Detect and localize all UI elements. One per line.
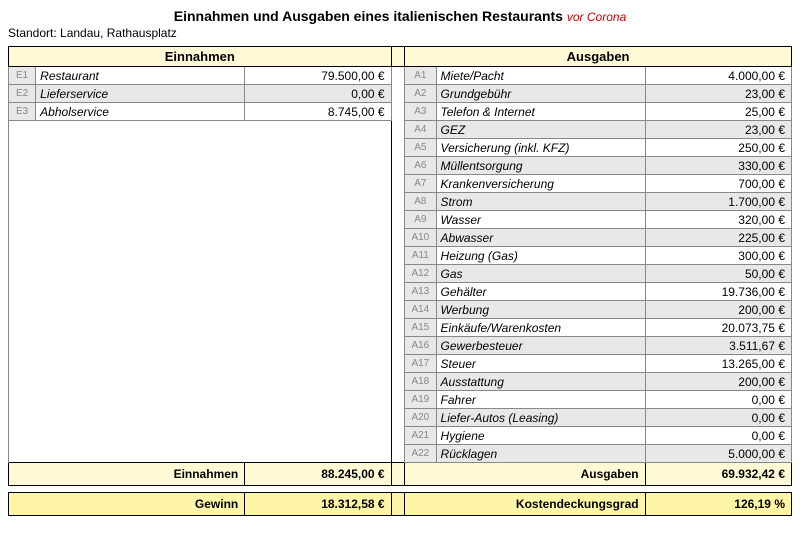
ausgaben-label: Rücklagen [436,445,645,463]
ausgaben-value: 330,00 € [645,157,791,175]
einnahmen-code: E2 [9,85,36,103]
ausgaben-code: A19 [405,391,436,409]
ausgaben-code: A17 [405,355,436,373]
title-main: Einnahmen und Ausgaben eines italienisch… [174,8,563,24]
ausgaben-code: A7 [405,175,436,193]
ausgaben-code: A5 [405,139,436,157]
einnahmen-total-label: Einnahmen [9,463,245,486]
einnahmen-label: Abholservice [36,103,245,121]
einnahmen-value: 0,00 € [245,85,391,103]
ausgaben-code: A13 [405,283,436,301]
ausgaben-code: A1 [405,67,436,85]
ausgaben-label: Gehälter [436,283,645,301]
ausgaben-label: Wasser [436,211,645,229]
einnahmen-header: Einnahmen [9,47,392,67]
ausgaben-label: Grundgebühr [436,85,645,103]
ausgaben-value: 200,00 € [645,373,791,391]
ausgaben-code: A9 [405,211,436,229]
ausgaben-value: 23,00 € [645,85,791,103]
ausgaben-code: A12 [405,265,436,283]
ausgaben-code: A21 [405,427,436,445]
ausgaben-value: 0,00 € [645,391,791,409]
ausgaben-label: Ausstattung [436,373,645,391]
ausgaben-value: 19.736,00 € [645,283,791,301]
title-note: vor Corona [567,10,626,24]
ausgaben-label: Strom [436,193,645,211]
ausgaben-code: A18 [405,373,436,391]
ausgaben-label: Gas [436,265,645,283]
einnahmen-code: E3 [9,103,36,121]
ausgaben-label: Liefer-Autos (Leasing) [436,409,645,427]
ausgaben-value: 0,00 € [645,409,791,427]
ausgaben-label: Fahrer [436,391,645,409]
einnahmen-total-value: 88.245,00 € [245,463,391,486]
kdg-label: Kostendeckungsgrad [405,493,645,516]
location-text: Standort: Landau, Rathausplatz [8,26,792,40]
ausgaben-value: 3.511,67 € [645,337,791,355]
ausgaben-label: Heizung (Gas) [436,247,645,265]
ausgaben-value: 320,00 € [645,211,791,229]
einnahmen-code: E1 [9,67,36,85]
ausgaben-label: Hygiene [436,427,645,445]
ausgaben-code: A14 [405,301,436,319]
einnahmen-value: 8.745,00 € [245,103,391,121]
ausgaben-label: Gewerbesteuer [436,337,645,355]
result-table: Gewinn 18.312,58 € Kostendeckungsgrad 12… [8,492,792,516]
ausgaben-code: A15 [405,319,436,337]
ausgaben-value: 5.000,00 € [645,445,791,463]
ausgaben-label: Abwasser [436,229,645,247]
ausgaben-label: Müllentsorgung [436,157,645,175]
ausgaben-value: 4.000,00 € [645,67,791,85]
ausgaben-value: 0,00 € [645,427,791,445]
ausgaben-value: 700,00 € [645,175,791,193]
ausgaben-label: GEZ [436,121,645,139]
ausgaben-code: A20 [405,409,436,427]
kdg-value: 126,19 % [645,493,791,516]
ausgaben-value: 250,00 € [645,139,791,157]
ausgaben-value: 200,00 € [645,301,791,319]
ausgaben-value: 300,00 € [645,247,791,265]
ausgaben-code: A3 [405,103,436,121]
einnahmen-label: Restaurant [36,67,245,85]
ausgaben-total-label: Ausgaben [405,463,645,486]
gewinn-label: Gewinn [9,493,245,516]
einnahmen-label: Lieferservice [36,85,245,103]
ausgaben-value: 225,00 € [645,229,791,247]
ausgaben-label: Einkäufe/Warenkosten [436,319,645,337]
ausgaben-value: 25,00 € [645,103,791,121]
ausgaben-value: 20.073,75 € [645,319,791,337]
ausgaben-code: A6 [405,157,436,175]
ausgaben-code: A11 [405,247,436,265]
finance-table: Einnahmen Ausgaben E1Restaurant79.500,00… [8,46,792,486]
einnahmen-value: 79.500,00 € [245,67,391,85]
ausgaben-label: Miete/Pacht [436,67,645,85]
ausgaben-value: 1.700,00 € [645,193,791,211]
ausgaben-code: A16 [405,337,436,355]
ausgaben-label: Versicherung (inkl. KFZ) [436,139,645,157]
ausgaben-value: 23,00 € [645,121,791,139]
ausgaben-code: A4 [405,121,436,139]
ausgaben-value: 50,00 € [645,265,791,283]
ausgaben-code: A8 [405,193,436,211]
page-title: Einnahmen und Ausgaben eines italienisch… [8,8,792,24]
ausgaben-label: Krankenversicherung [436,175,645,193]
ausgaben-label: Steuer [436,355,645,373]
ausgaben-code: A22 [405,445,436,463]
ausgaben-code: A2 [405,85,436,103]
ausgaben-header: Ausgaben [405,47,792,67]
ausgaben-total-value: 69.932,42 € [645,463,791,486]
gewinn-value: 18.312,58 € [245,493,391,516]
ausgaben-code: A10 [405,229,436,247]
ausgaben-label: Telefon & Internet [436,103,645,121]
ausgaben-label: Werbung [436,301,645,319]
ausgaben-value: 13.265,00 € [645,355,791,373]
